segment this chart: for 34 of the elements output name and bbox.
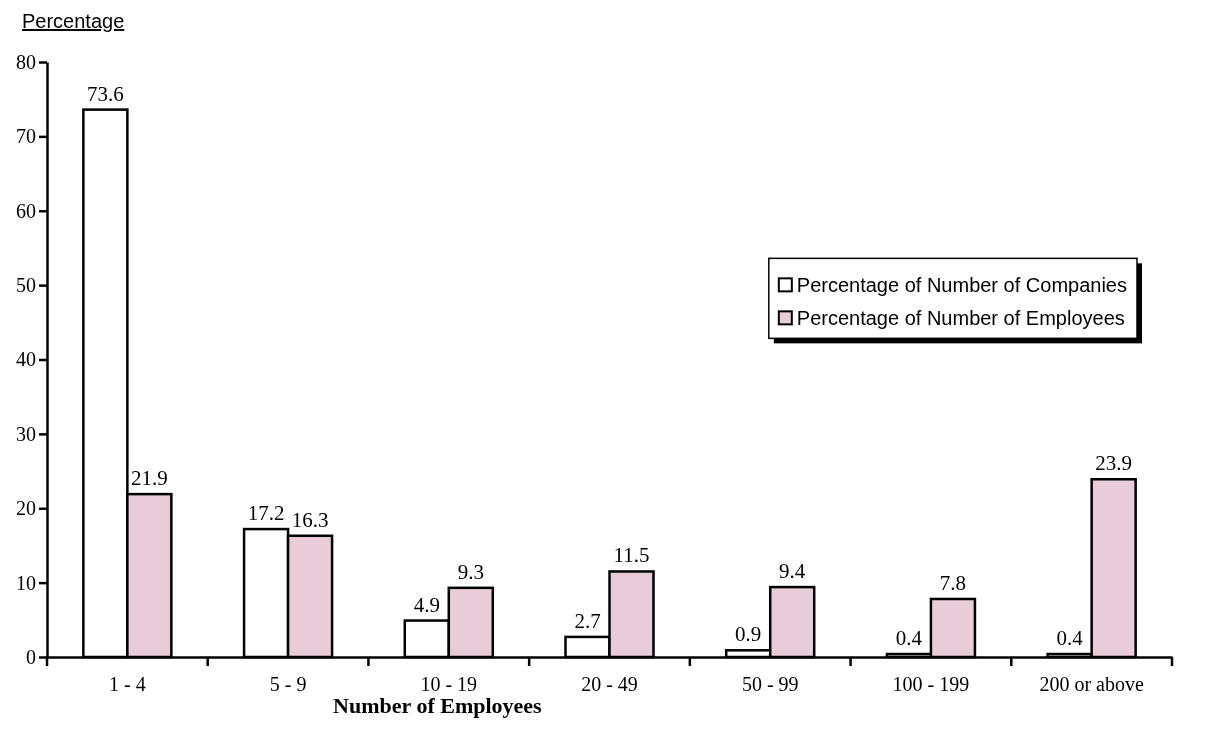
data-label: 17.2 [247, 501, 285, 526]
x-tick-label: 1 - 4 [109, 673, 146, 696]
y-tick-label: 70 [16, 125, 36, 148]
data-label: 0.4 [1056, 626, 1084, 651]
data-label: 0.9 [735, 622, 762, 647]
data-label: 2.7 [574, 608, 601, 633]
data-label: 9.4 [779, 559, 806, 584]
data-label: 16.3 [291, 507, 329, 532]
y-tick-label: 60 [16, 199, 36, 222]
x-tick-label: 200 or above [1039, 673, 1144, 696]
data-label: 11.5 [613, 543, 650, 568]
x-tick-label: 10 - 19 [420, 673, 478, 696]
x-tick-label: 5 - 9 [269, 673, 307, 696]
data-label: 7.8 [939, 570, 967, 595]
x-tick-label: 20 - 49 [581, 673, 638, 696]
data-label: 21.9 [130, 466, 168, 491]
data-label: 9.3 [457, 559, 484, 584]
data-label: 0.4 [895, 626, 923, 651]
y-tick-label: 40 [16, 348, 36, 371]
y-tick-label: 80 [16, 50, 36, 73]
x-tick-label: 100 - 199 [892, 673, 970, 696]
data-label: 73.6 [86, 81, 124, 106]
legend-label: Percentage of Number of Employees [796, 306, 1125, 329]
y-tick-label: 0 [26, 645, 36, 668]
y-tick-label: 10 [16, 571, 36, 594]
y-tick-label: 50 [16, 274, 36, 297]
y-tick-label: 20 [16, 497, 36, 520]
x-axis-title: Number of Employees [333, 693, 543, 718]
data-label: 23.9 [1095, 451, 1133, 476]
x-tick-label: 50 - 99 [741, 673, 799, 696]
y-tick-label: 30 [16, 422, 36, 445]
data-label: 4.9 [413, 592, 440, 617]
y-axis-title: Percentage [22, 10, 125, 32]
legend-label: Percentage of Number of Companies [796, 273, 1127, 296]
